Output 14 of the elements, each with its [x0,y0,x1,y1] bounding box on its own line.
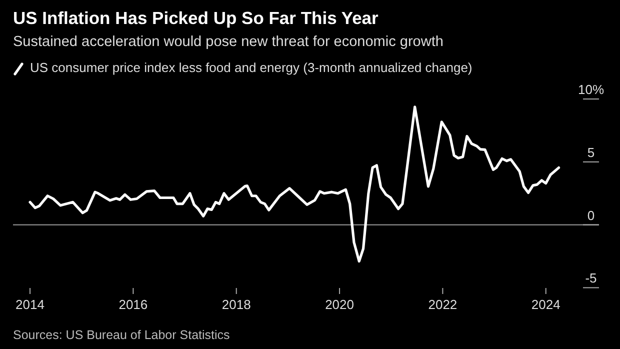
y-tick-label: 5 [587,144,595,160]
x-tick-label: 2018 [222,297,251,312]
y-tick-label: -5 [585,270,597,286]
y-tick-label: 10% [578,82,604,97]
chart-title: US Inflation Has Picked Up So Far This Year [13,8,379,28]
x-tick-label: 2022 [428,297,458,312]
x-tick-label: 2014 [16,297,44,312]
x-tick-label: 2016 [118,297,148,312]
chart-subtitle: Sustained acceleration would pose new threat for economic growth [13,34,444,50]
x-tick-label: 2020 [325,297,354,312]
source-note: Sources: US Bureau of Labor Statistics [13,328,230,342]
x-tick-label: 2024 [531,297,560,312]
legend-label: US consumer price index less food and energy (3-month annualized change) [30,60,472,75]
y-tick-label: 0 [587,208,595,223]
